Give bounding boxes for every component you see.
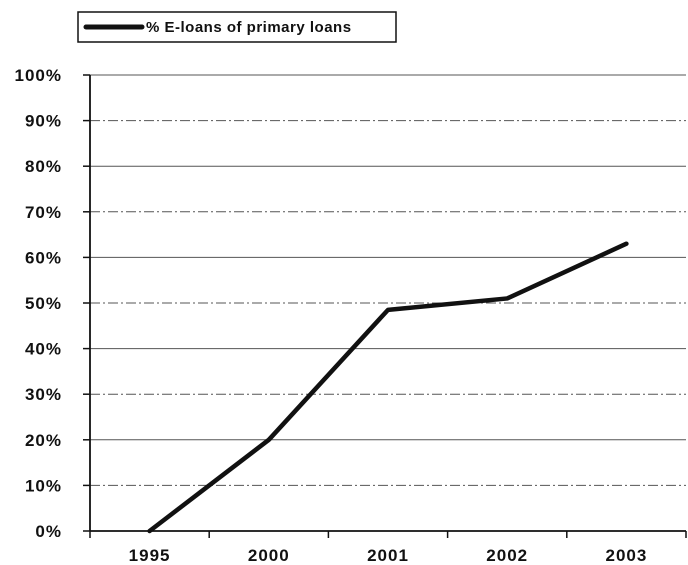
- data-point: [148, 529, 151, 533]
- x-tick-label: 2002: [486, 546, 528, 565]
- y-tick-label: 0%: [35, 522, 62, 541]
- series-line: [147, 241, 629, 534]
- y-tick-label: 40%: [25, 340, 62, 359]
- x-tick-label: 1995: [129, 546, 171, 565]
- y-tick-label: 80%: [25, 157, 62, 176]
- legend: % E-loans of primary loans: [77, 11, 397, 43]
- y-tick-label: 50%: [25, 294, 62, 313]
- data-point: [386, 308, 390, 312]
- y-tick-label: 70%: [25, 203, 62, 222]
- legend-label: % E-loans of primary loans: [146, 19, 352, 36]
- x-tick-label: 2000: [248, 546, 290, 565]
- x-tick-label: 2001: [367, 546, 409, 565]
- legend-box: [77, 11, 397, 43]
- series-layer: [147, 241, 629, 534]
- x-tick-label: 2003: [605, 546, 647, 565]
- data-point: [506, 297, 509, 300]
- data-point: [625, 242, 628, 245]
- y-tick-label: 100%: [15, 66, 62, 85]
- y-tick-label: 90%: [25, 112, 62, 131]
- gridlines: [90, 74, 686, 486]
- y-tick-label: 10%: [25, 476, 62, 495]
- y-tick-label: 20%: [25, 431, 62, 450]
- y-axis-ticks: 0% 10% 20% 30% 40% 50% 60% 70% 80% 90% 100%: [15, 66, 90, 541]
- y-tick-label: 60%: [25, 248, 62, 267]
- x-axis-ticks: 1995 2000 2001 2002 2003: [89, 531, 687, 565]
- y-tick-label: 30%: [25, 385, 62, 404]
- data-point: [267, 438, 270, 441]
